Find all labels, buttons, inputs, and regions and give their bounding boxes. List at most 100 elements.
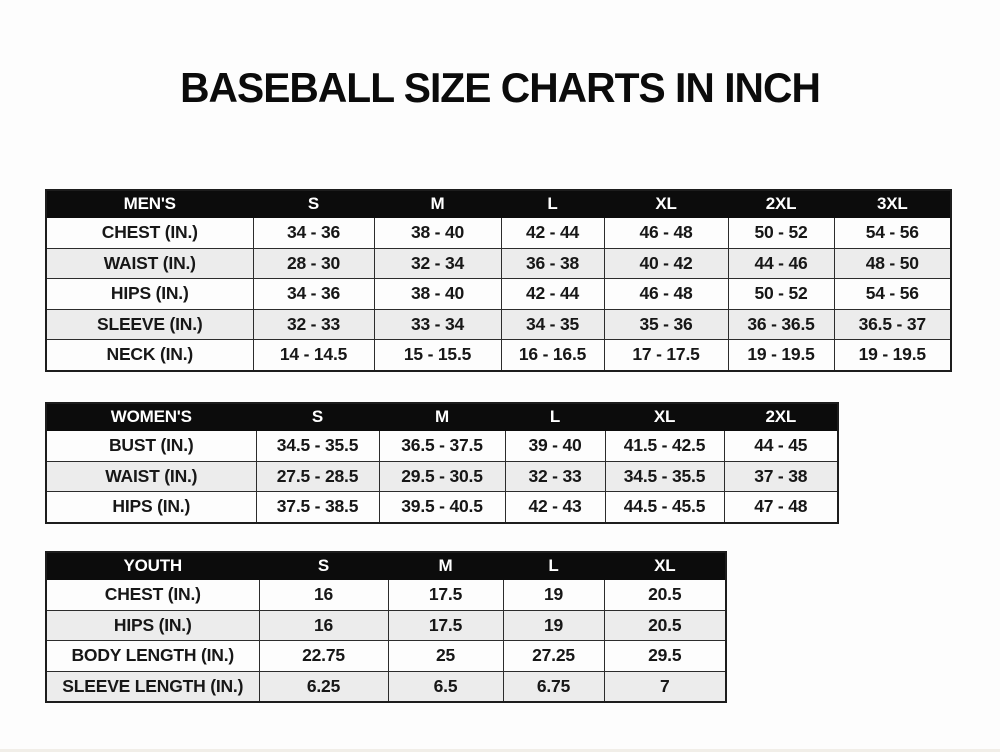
size-header-cell: M xyxy=(378,402,506,431)
size-header-cell: S xyxy=(255,402,380,431)
measurement-value-cell: 29.5 - 30.5 xyxy=(378,460,506,492)
measurement-value-cell: 36.5 - 37.5 xyxy=(378,430,506,462)
measurement-row: BUST (IN.) 34.5 - 35.5 36.5 - 37.5 39 - 40 4… xyxy=(45,430,839,462)
header-row: WOMEN'S S M L XL 2XL xyxy=(45,402,839,431)
measurement-value-cell: 32 - 33 xyxy=(252,308,375,340)
measurement-value-cell: 17.5 xyxy=(387,579,504,611)
measurement-value-cell: 20.5 xyxy=(603,579,727,611)
measurement-value-cell: 42 - 44 xyxy=(500,278,605,310)
measurement-value-cell: 50 - 52 xyxy=(727,278,835,310)
measurement-value-cell: 19 - 19.5 xyxy=(833,339,952,371)
measurement-value-cell: 15 - 15.5 xyxy=(373,339,502,371)
measurement-row: SLEEVE (IN.) 32 - 33 33 - 34 34 - 35 35 - 36… xyxy=(45,308,952,340)
measurement-label-cell: WAIST (IN.) xyxy=(45,247,254,279)
measurement-value-cell: 19 xyxy=(502,609,605,641)
measurement-value-cell: 37.5 - 38.5 xyxy=(255,491,380,523)
measurement-value-cell: 32 - 34 xyxy=(373,247,502,279)
measurement-value-cell: 50 - 52 xyxy=(727,217,835,249)
measurement-value-cell: 48 - 50 xyxy=(833,247,952,279)
measurement-value-cell: 36 - 38 xyxy=(500,247,605,279)
measurement-value-cell: 41.5 - 42.5 xyxy=(604,430,725,462)
measurement-value-cell: 36 - 36.5 xyxy=(727,308,835,340)
measurement-row: CHEST (IN.) 34 - 36 38 - 40 42 - 44 46 - 48 5… xyxy=(45,217,952,249)
measurement-row: HIPS (IN.) 34 - 36 38 - 40 42 - 44 46 - 48 50… xyxy=(45,278,952,310)
womens-size-table: WOMEN'S S M L XL 2XL BUST (IN.) 34.5 - 35.5 36.5… xyxy=(45,402,839,524)
measurement-value-cell: 34 - 35 xyxy=(500,308,605,340)
measurement-value-cell: 17.5 xyxy=(387,609,504,641)
size-header-cell: 2XL xyxy=(727,189,835,218)
size-header-cell: L xyxy=(502,551,605,580)
table-name-cell: WOMEN'S xyxy=(45,402,257,431)
measurement-value-cell: 20.5 xyxy=(603,609,727,641)
measurement-value-cell: 6.5 xyxy=(387,670,504,703)
measurement-value-cell: 36.5 - 37 xyxy=(833,308,952,340)
mens-size-table: MEN'S S M L XL 2XL 3XL CHEST (IN.) 34 - 36 38 - 4… xyxy=(45,189,952,372)
measurement-value-cell: 38 - 40 xyxy=(373,217,502,249)
measurement-label-cell: HIPS (IN.) xyxy=(45,278,254,310)
measurement-row: HIPS (IN.) 37.5 - 38.5 39.5 - 40.5 42 - 43 4… xyxy=(45,491,839,523)
measurement-row: WAIST (IN.) 27.5 - 28.5 29.5 - 30.5 32 - 33… xyxy=(45,460,839,492)
measurement-row: NECK (IN.) 14 - 14.5 15 - 15.5 16 - 16.5 17 … xyxy=(45,339,952,371)
measurement-label-cell: SLEEVE LENGTH (IN.) xyxy=(45,670,260,703)
page-title: BASEBALL SIZE CHARTS IN INCH xyxy=(180,64,821,111)
header-row: YOUTH S M L XL xyxy=(45,551,727,580)
measurement-value-cell: 35 - 36 xyxy=(603,308,729,340)
measurement-label-cell: SLEEVE (IN.) xyxy=(45,308,254,340)
size-header-cell: XL xyxy=(603,189,729,218)
measurement-value-cell: 46 - 48 xyxy=(603,278,729,310)
size-chart-table: WOMEN'S S M L XL 2XL BUST (IN.) 34.5 - 35.5 36.5… xyxy=(45,402,839,524)
header-row: MEN'S S M L XL 2XL 3XL xyxy=(45,189,952,218)
size-chart-table: MEN'S S M L XL 2XL 3XL CHEST (IN.) 34 - 36 38 - 4… xyxy=(45,189,952,372)
measurement-value-cell: 28 - 30 xyxy=(252,247,375,279)
size-header-cell: XL xyxy=(603,551,727,580)
measurement-label-cell: WAIST (IN.) xyxy=(45,460,257,492)
measurement-value-cell: 22.75 xyxy=(258,640,389,672)
size-header-cell: M xyxy=(373,189,502,218)
measurement-label-cell: HIPS (IN.) xyxy=(45,491,257,523)
measurement-value-cell: 44 - 46 xyxy=(727,247,835,279)
measurement-value-cell: 47 - 48 xyxy=(723,491,839,523)
size-chart-table: YOUTH S M L XL CHEST (IN.) 16 17.5 19 20.5 HIPS (I… xyxy=(45,551,727,703)
size-header-cell: L xyxy=(504,402,606,431)
measurement-value-cell: 34.5 - 35.5 xyxy=(604,460,725,492)
measurement-value-cell: 44 - 45 xyxy=(723,430,839,462)
measurement-value-cell: 16 xyxy=(258,609,389,641)
size-header-cell: 2XL xyxy=(723,402,839,431)
measurement-value-cell: 19 - 19.5 xyxy=(727,339,835,371)
measurement-value-cell: 16 xyxy=(258,579,389,611)
size-header-cell: S xyxy=(258,551,389,580)
measurement-label-cell: CHEST (IN.) xyxy=(45,579,260,611)
size-header-cell: S xyxy=(252,189,375,218)
measurement-row: SLEEVE LENGTH (IN.) 6.25 6.5 6.75 7 xyxy=(45,670,727,703)
measurement-value-cell: 27.25 xyxy=(502,640,605,672)
measurement-value-cell: 34 - 36 xyxy=(252,278,375,310)
youth-size-table: YOUTH S M L XL CHEST (IN.) 16 17.5 19 20.5 HIPS (I… xyxy=(45,551,727,703)
measurement-value-cell: 42 - 43 xyxy=(504,491,606,523)
measurement-value-cell: 34 - 36 xyxy=(252,217,375,249)
measurement-value-cell: 7 xyxy=(603,670,727,703)
measurement-value-cell: 17 - 17.5 xyxy=(603,339,729,371)
measurement-label-cell: HIPS (IN.) xyxy=(45,609,260,641)
table-name-cell: YOUTH xyxy=(45,551,260,580)
size-header-cell: L xyxy=(500,189,605,218)
measurement-value-cell: 38 - 40 xyxy=(373,278,502,310)
measurement-row: CHEST (IN.) 16 17.5 19 20.5 xyxy=(45,579,727,611)
measurement-value-cell: 34.5 - 35.5 xyxy=(255,430,380,462)
measurement-value-cell: 44.5 - 45.5 xyxy=(604,491,725,523)
size-header-cell: XL xyxy=(604,402,725,431)
measurement-value-cell: 6.25 xyxy=(258,670,389,703)
table-name-cell: MEN'S xyxy=(45,189,254,218)
measurement-value-cell: 39.5 - 40.5 xyxy=(378,491,506,523)
measurement-value-cell: 16 - 16.5 xyxy=(500,339,605,371)
measurement-value-cell: 27.5 - 28.5 xyxy=(255,460,380,492)
measurement-label-cell: CHEST (IN.) xyxy=(45,217,254,249)
measurement-value-cell: 37 - 38 xyxy=(723,460,839,492)
measurement-value-cell: 54 - 56 xyxy=(833,217,952,249)
measurement-label-cell: BODY LENGTH (IN.) xyxy=(45,640,260,672)
measurement-value-cell: 40 - 42 xyxy=(603,247,729,279)
measurement-label-cell: BUST (IN.) xyxy=(45,430,257,462)
measurement-value-cell: 14 - 14.5 xyxy=(252,339,375,371)
measurement-value-cell: 6.75 xyxy=(502,670,605,703)
measurement-row: HIPS (IN.) 16 17.5 19 20.5 xyxy=(45,609,727,641)
measurement-value-cell: 39 - 40 xyxy=(504,430,606,462)
